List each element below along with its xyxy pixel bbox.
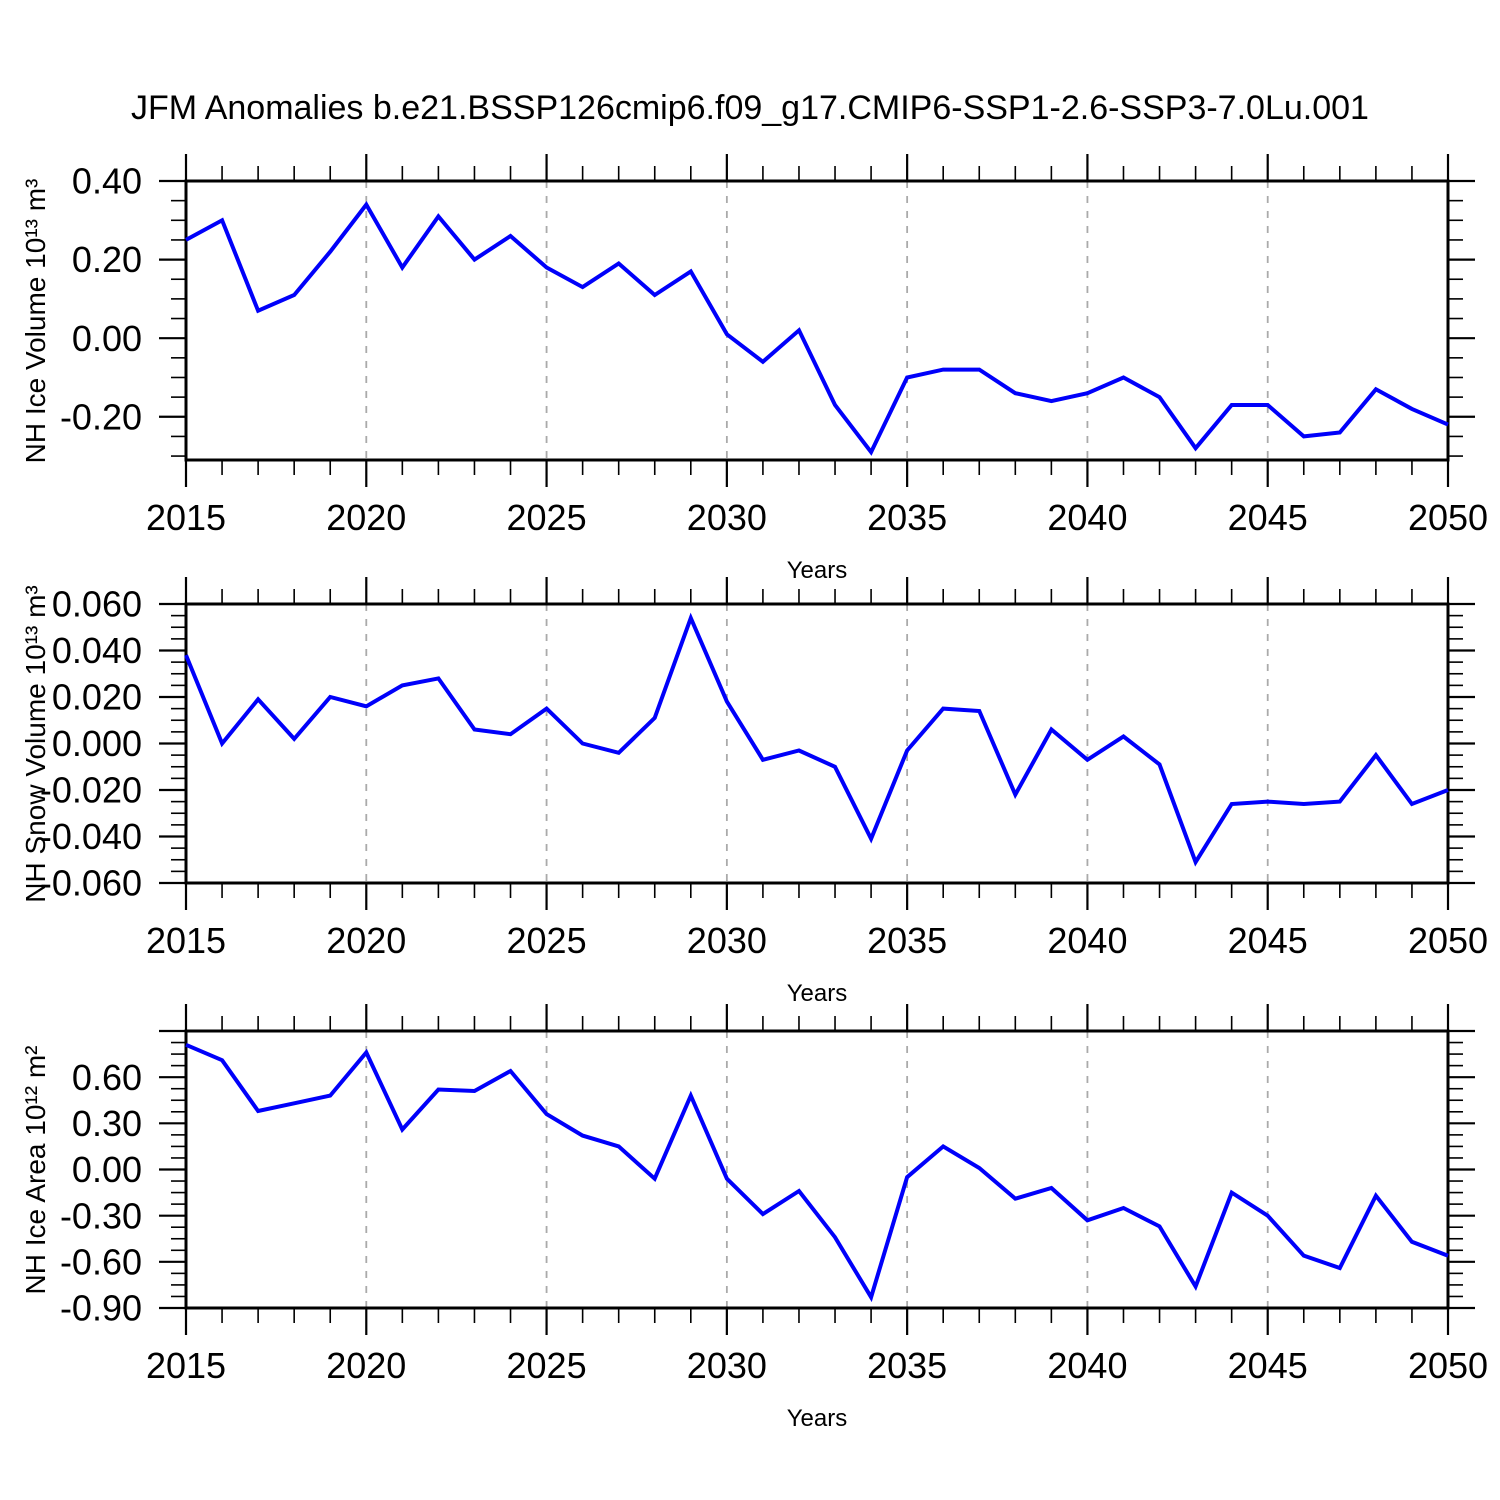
x-tick-label: 2035 <box>867 920 947 961</box>
y-tick-label: 0.020 <box>52 677 142 718</box>
y-tick-label: 0.040 <box>52 630 142 671</box>
x-tick-label: 2015 <box>146 497 226 538</box>
x-axis-title-years-3: Years <box>786 1405 848 1432</box>
x-tick-label: 2050 <box>1408 497 1488 538</box>
x-tick-label: 2025 <box>507 497 587 538</box>
chart-panel-1: 0.40 0.20 0.00 -0.20 2015 2020 2025 2030 2035 204… <box>60 154 1488 538</box>
x-tick-label: 2030 <box>687 497 767 538</box>
x-tick-label: 2030 <box>687 920 767 961</box>
x-axis-title-years-2: Years <box>786 980 848 1007</box>
y-tick-label: 0.30 <box>72 1103 142 1144</box>
x-axis-title-years-1: Years <box>786 557 848 584</box>
x-tick-label: 2040 <box>1047 920 1127 961</box>
figure-title: JFM Anomalies b.e21.BSSP126cmip6.f09_g17… <box>131 89 1369 127</box>
x-tick-label: 2025 <box>507 920 587 961</box>
plot-frame <box>184 1029 1450 1310</box>
plot-frame <box>184 179 1450 462</box>
y-tick-label: 0.00 <box>72 318 142 359</box>
plot-frame <box>184 602 1450 885</box>
y-tick-label: 0.20 <box>72 239 142 280</box>
chart-panel-2: 0.0600.0400.0200.000-0.020-0.040-0.06020… <box>40 577 1488 961</box>
y-tick-label: -0.30 <box>60 1195 142 1236</box>
y-tick-label: -0.20 <box>60 396 142 437</box>
x-tick-label: 2020 <box>326 1345 406 1386</box>
x-tick-label: 2030 <box>687 1345 767 1386</box>
x-tick-label: 2025 <box>507 1345 587 1386</box>
x-tick-label: 2040 <box>1047 497 1127 538</box>
y-tick-label: 0.060 <box>52 584 142 625</box>
x-tick-label: 2040 <box>1047 1345 1127 1386</box>
y-axis-title-snow-volume: NH Snow Volume 10¹³ m³ <box>20 584 51 903</box>
x-tick-label: 2045 <box>1228 1345 1308 1386</box>
y-tick-label: -0.020 <box>40 770 142 811</box>
data-line-series <box>185 200 1449 456</box>
data-line-series <box>185 1042 1449 1303</box>
y-tick-label: -0.040 <box>40 816 142 857</box>
x-tick-label: 2045 <box>1228 920 1308 961</box>
y-tick-label: 0.000 <box>52 723 142 764</box>
y-axis-title-ice-volume: NH Ice Volume 10¹³ m³ <box>20 178 51 463</box>
x-tick-label: 2035 <box>867 497 947 538</box>
y-tick-label: -0.90 <box>60 1288 142 1329</box>
y-tick-label: 0.00 <box>72 1149 142 1190</box>
x-tick-label: 2015 <box>146 920 226 961</box>
y-axis-title-ice-area: NH Ice Area 10¹² m² <box>20 1045 51 1294</box>
x-tick-label: 2015 <box>146 1345 226 1386</box>
y-tick-label: -0.60 <box>60 1241 142 1282</box>
x-tick-label: 2045 <box>1228 497 1308 538</box>
x-tick-label: 2020 <box>326 920 406 961</box>
x-tick-label: 2050 <box>1408 1345 1488 1386</box>
y-tick-label: -0.060 <box>40 863 142 904</box>
x-tick-label: 2050 <box>1408 920 1488 961</box>
y-tick-label: 0.40 <box>72 161 142 202</box>
x-tick-label: 2020 <box>326 497 406 538</box>
data-line-series <box>184 612 1449 867</box>
x-tick-label: 2035 <box>867 1345 947 1386</box>
y-tick-label: 0.60 <box>72 1057 142 1098</box>
